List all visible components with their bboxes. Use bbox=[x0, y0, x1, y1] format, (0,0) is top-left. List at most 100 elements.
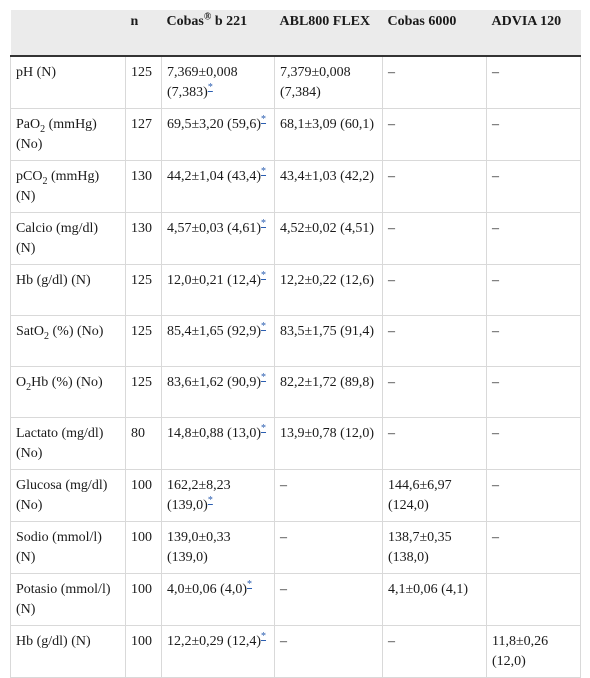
footnote-link[interactable]: * bbox=[207, 82, 213, 93]
footnote-link[interactable]: * bbox=[261, 631, 267, 642]
footnote-link[interactable]: * bbox=[261, 321, 267, 332]
value-cell: 14,8±0,88 (13,0)* bbox=[161, 417, 275, 470]
value-cell: 162,2±8,23 (139,0)* bbox=[161, 469, 275, 522]
footnote-link[interactable]: * bbox=[261, 372, 267, 383]
value-cell: 139,0±0,33 (139,0) bbox=[161, 521, 275, 574]
value-cell: 69,5±3,20 (59,6)* bbox=[161, 108, 275, 161]
table-row: pCO2 (mmHg) (N) 130 44,2±1,04 (43,4)* 43,4±… bbox=[10, 160, 581, 213]
value-cell: – bbox=[382, 315, 487, 367]
table-row: Potasio (mmol/l) (N) 100 4,0±0,06 (4,0)* –4… bbox=[10, 573, 581, 626]
n-cell: 125 bbox=[125, 264, 162, 316]
parameter-cell: Calcio (mg/dl) (N) bbox=[10, 212, 126, 265]
value-cell: 4,57±0,03 (4,61)* bbox=[161, 212, 275, 265]
value-cell: – bbox=[382, 417, 487, 470]
value-cell: – bbox=[486, 212, 581, 265]
value-cell: 43,4±1,03 (42,2) bbox=[274, 160, 383, 213]
value-cell: – bbox=[486, 521, 581, 574]
n-cell: 125 bbox=[125, 56, 162, 109]
value-cell bbox=[486, 573, 581, 626]
n-cell: 100 bbox=[125, 573, 162, 626]
table-row: pH (N) 125 7,369±0,008 (7,383)* 7,379±0,008… bbox=[10, 56, 581, 109]
n-cell: 100 bbox=[125, 469, 162, 522]
parameter-cell: O2Hb (%) (No) bbox=[10, 366, 126, 418]
table-row: Calcio (mg/dl) (N) 130 4,57±0,03 (4,61)* 4,… bbox=[10, 212, 581, 265]
value-cell: – bbox=[382, 160, 487, 213]
parameter-cell: Hb (g/dl) (N) bbox=[10, 264, 126, 316]
parameter-cell: pH (N) bbox=[10, 56, 126, 109]
value-cell: 4,0±0,06 (4,0)* bbox=[161, 573, 275, 626]
header-advia-120: ADVIA 120 bbox=[486, 10, 581, 57]
value-cell: 7,379±0,008 (7,384) bbox=[274, 56, 383, 109]
footnote-link[interactable]: * bbox=[247, 579, 253, 590]
value-cell: – bbox=[274, 625, 383, 678]
value-cell: 13,9±0,78 (12,0) bbox=[274, 417, 383, 470]
value-cell: 11,8±0,26 (12,0) bbox=[486, 625, 581, 678]
value-cell: 44,2±1,04 (43,4)* bbox=[161, 160, 275, 213]
parameter-cell: SatO2 (%) (No) bbox=[10, 315, 126, 367]
value-cell: – bbox=[486, 160, 581, 213]
n-cell: 100 bbox=[125, 625, 162, 678]
parameter-cell: Lactato (mg/dl) (No) bbox=[10, 417, 126, 470]
value-cell: – bbox=[486, 417, 581, 470]
value-cell: – bbox=[486, 108, 581, 161]
value-cell: – bbox=[486, 469, 581, 522]
parameter-cell: Hb (g/dl) (N) bbox=[10, 625, 126, 678]
value-cell: – bbox=[486, 366, 581, 418]
parameter-cell: pCO2 (mmHg) (N) bbox=[10, 160, 126, 213]
value-cell: 12,2±0,22 (12,6) bbox=[274, 264, 383, 316]
value-cell: 83,5±1,75 (91,4) bbox=[274, 315, 383, 367]
n-cell: 125 bbox=[125, 315, 162, 367]
value-cell: 144,6±6,97 (124,0) bbox=[382, 469, 487, 522]
table-body: pH (N) 125 7,369±0,008 (7,383)* 7,379±0,008… bbox=[10, 56, 581, 678]
header-cobas-6000: Cobas 6000 bbox=[382, 10, 487, 57]
value-cell: 68,1±3,09 (60,1) bbox=[274, 108, 383, 161]
value-cell: – bbox=[382, 625, 487, 678]
footnote-link[interactable]: * bbox=[261, 423, 267, 434]
value-cell: – bbox=[382, 56, 487, 109]
footnote-link[interactable]: * bbox=[261, 270, 267, 281]
value-cell: – bbox=[382, 108, 487, 161]
n-cell: 80 bbox=[125, 417, 162, 470]
header-parameter bbox=[10, 10, 126, 57]
parameter-cell: PaO2 (mmHg) (No) bbox=[10, 108, 126, 161]
value-cell: – bbox=[486, 264, 581, 316]
comparison-table: n Cobas® b 221 ABL800 FLEX Cobas 6000 ADVIA … bbox=[10, 10, 581, 678]
parameter-cell: Potasio (mmol/l) (N) bbox=[10, 573, 126, 626]
table-row: Lactato (mg/dl) (No) 80 14,8±0,88 (13,0)* 1… bbox=[10, 417, 581, 470]
value-cell: – bbox=[274, 521, 383, 574]
n-cell: 127 bbox=[125, 108, 162, 161]
value-cell: – bbox=[382, 264, 487, 316]
value-cell: – bbox=[274, 573, 383, 626]
value-cell: – bbox=[382, 366, 487, 418]
footnote-link[interactable]: * bbox=[261, 166, 267, 177]
value-cell: 85,4±1,65 (92,9)* bbox=[161, 315, 275, 367]
value-cell: 7,369±0,008 (7,383)* bbox=[161, 56, 275, 109]
value-cell: 12,0±0,21 (12,4)* bbox=[161, 264, 275, 316]
header-cobas-b221: Cobas® b 221 bbox=[161, 10, 275, 57]
value-cell: – bbox=[486, 56, 581, 109]
table-row: SatO2 (%) (No) 125 85,4±1,65 (92,9)* 83,5±1… bbox=[10, 315, 581, 367]
value-cell: 138,7±0,35 (138,0) bbox=[382, 521, 487, 574]
value-cell: 12,2±0,29 (12,4)* bbox=[161, 625, 275, 678]
table-row: Sodio (mmol/l) (N) 100 139,0±0,33 (139,0) –… bbox=[10, 521, 581, 574]
parameter-cell: Glucosa (mg/dl) (No) bbox=[10, 469, 126, 522]
footnote-link[interactable]: * bbox=[261, 218, 267, 229]
table-row: Hb (g/dl) (N) 125 12,0±0,21 (12,4)* 12,2±0,… bbox=[10, 264, 581, 316]
table-row: Glucosa (mg/dl) (No) 100 162,2±8,23 (139,0… bbox=[10, 469, 581, 522]
header-row: n Cobas® b 221 ABL800 FLEX Cobas 6000 ADVIA … bbox=[10, 10, 581, 57]
value-cell: – bbox=[486, 315, 581, 367]
n-cell: 100 bbox=[125, 521, 162, 574]
header-n: n bbox=[125, 10, 162, 57]
footnote-link[interactable]: * bbox=[207, 495, 213, 506]
n-cell: 130 bbox=[125, 212, 162, 265]
n-cell: 130 bbox=[125, 160, 162, 213]
header-abl800-flex: ABL800 FLEX bbox=[274, 10, 383, 57]
table-row: Hb (g/dl) (N) 100 12,2±0,29 (12,4)* – –11,8±… bbox=[10, 625, 581, 678]
value-cell: 4,52±0,02 (4,51) bbox=[274, 212, 383, 265]
parameter-cell: Sodio (mmol/l) (N) bbox=[10, 521, 126, 574]
table-row: PaO2 (mmHg) (No) 127 69,5±3,20 (59,6)* 68,1… bbox=[10, 108, 581, 161]
value-cell: – bbox=[274, 469, 383, 522]
footnote-link[interactable]: * bbox=[261, 114, 267, 125]
n-cell: 125 bbox=[125, 366, 162, 418]
value-cell: – bbox=[382, 212, 487, 265]
